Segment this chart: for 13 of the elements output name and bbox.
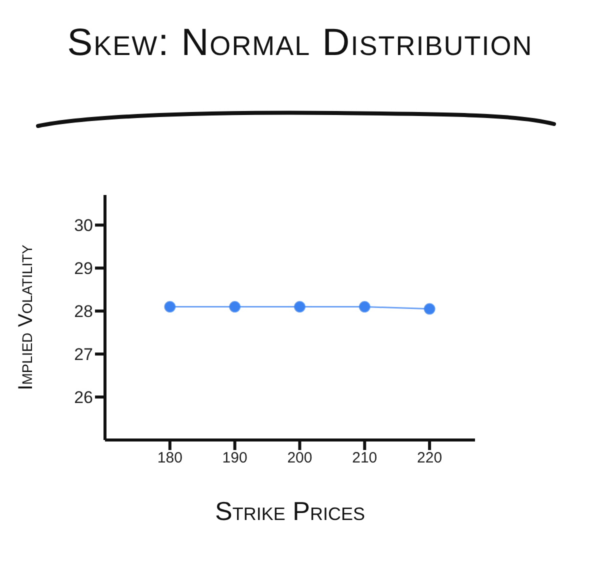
y-tick-label: 28	[74, 302, 93, 322]
y-tick-label: 26	[74, 388, 93, 408]
x-tick-label: 190	[222, 450, 248, 467]
y-axis-title: Implied Volatility	[15, 244, 38, 390]
x-axis-title: Strike Prices	[215, 496, 365, 526]
y-tick-label: 30	[74, 216, 93, 236]
chart-title: Skew: Normal Distribution	[66, 22, 534, 65]
x-tick-label: 200	[287, 450, 312, 467]
x-tick-label: 180	[157, 450, 182, 467]
x-tick-label: 210	[352, 450, 378, 467]
x-tick-label: 220	[417, 450, 442, 467]
y-tick-label: 29	[74, 259, 93, 278]
y-tick-label: 27	[74, 345, 93, 364]
